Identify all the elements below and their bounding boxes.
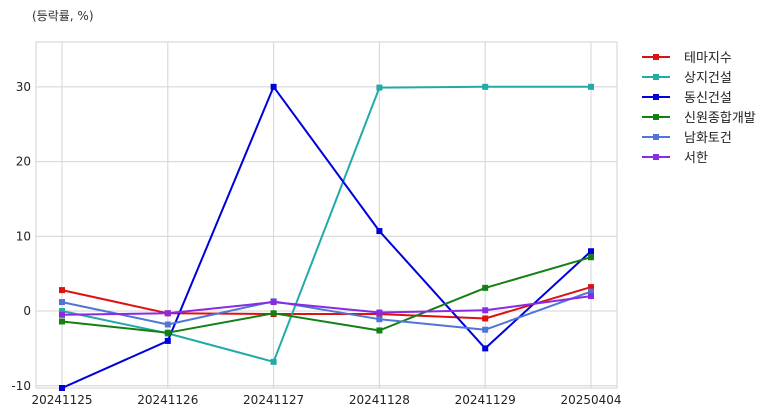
legend-swatch-marker xyxy=(653,74,659,80)
series-3 xyxy=(59,254,594,336)
legend-swatch-marker xyxy=(653,134,659,140)
series-5 xyxy=(59,293,594,318)
data-point xyxy=(482,83,489,90)
data-point xyxy=(59,318,65,325)
x-tick-label: 20241128 xyxy=(349,393,410,407)
x-tick-label: 20250404 xyxy=(560,393,621,407)
legend-swatch-marker xyxy=(653,94,659,100)
series-line xyxy=(61,286,592,320)
data-point xyxy=(59,287,65,294)
data-point xyxy=(588,83,594,90)
data-point xyxy=(588,248,594,255)
series-line xyxy=(61,256,592,334)
data-point xyxy=(376,309,383,316)
data-point xyxy=(270,358,277,365)
plot-area xyxy=(35,41,618,389)
data-point xyxy=(376,228,383,235)
legend-label: 서한 xyxy=(684,151,708,166)
data-point xyxy=(164,310,171,317)
unit-label: (등락률, %) xyxy=(32,9,94,23)
data-point xyxy=(59,308,65,315)
data-point xyxy=(376,327,383,334)
legend-label: 신원종합개발 xyxy=(684,111,756,126)
x-tick-label: 20241129 xyxy=(455,393,516,407)
data-point xyxy=(59,311,65,318)
x-tick-label: 20241126 xyxy=(137,393,198,407)
data-point xyxy=(482,284,489,291)
y-tick-label: 0 xyxy=(23,304,31,318)
data-point xyxy=(270,310,277,317)
data-point xyxy=(588,293,594,300)
data-point xyxy=(270,83,277,90)
series-line xyxy=(61,85,591,363)
series-line xyxy=(61,85,592,389)
x-axis-ticks: 20241125 20241126 20241127 20241128 20241129… xyxy=(31,393,621,407)
data-point xyxy=(59,299,65,306)
legend-item: 상지건설 xyxy=(642,71,732,86)
legend-swatch-marker xyxy=(653,114,659,120)
legend-label: 상지건설 xyxy=(684,71,732,86)
x-tick-label: 20241127 xyxy=(243,393,304,407)
y-tick-label: -10 xyxy=(11,379,31,393)
legend-item: 서한 xyxy=(642,151,708,166)
legend-item: 신원종합개발 xyxy=(642,111,756,126)
data-point xyxy=(482,326,489,333)
legend-item: 동신건설 xyxy=(642,91,732,106)
series-line xyxy=(61,295,592,316)
legend-item: 테마지수 xyxy=(642,51,732,66)
legend-item: 남화토건 xyxy=(642,131,732,146)
data-point xyxy=(588,284,594,291)
legend-swatch-marker xyxy=(653,54,659,60)
series-lines xyxy=(59,83,594,391)
legend-label: 남화토건 xyxy=(684,131,732,146)
data-point xyxy=(376,316,383,323)
data-point xyxy=(376,84,383,91)
x-tick-label: 20241125 xyxy=(31,393,92,407)
data-point xyxy=(588,288,594,295)
y-tick-label: 10 xyxy=(16,229,31,243)
y-axis-ticks: -10 0 10 20 30 xyxy=(11,80,31,393)
data-point xyxy=(482,315,489,322)
data-point xyxy=(270,299,277,306)
legend-label: 테마지수 xyxy=(684,51,732,66)
data-point xyxy=(164,321,171,328)
legend-label: 동신건설 xyxy=(684,91,732,106)
series-line xyxy=(61,290,592,331)
y-tick-label: 20 xyxy=(16,155,31,169)
series-2 xyxy=(59,83,594,391)
data-point xyxy=(164,337,171,344)
data-point xyxy=(482,345,489,352)
data-point xyxy=(59,385,65,391)
data-point xyxy=(482,307,489,314)
data-point xyxy=(588,254,594,261)
legend-swatch-marker xyxy=(653,154,659,160)
data-point xyxy=(164,329,171,336)
y-tick-label: 30 xyxy=(16,80,31,94)
